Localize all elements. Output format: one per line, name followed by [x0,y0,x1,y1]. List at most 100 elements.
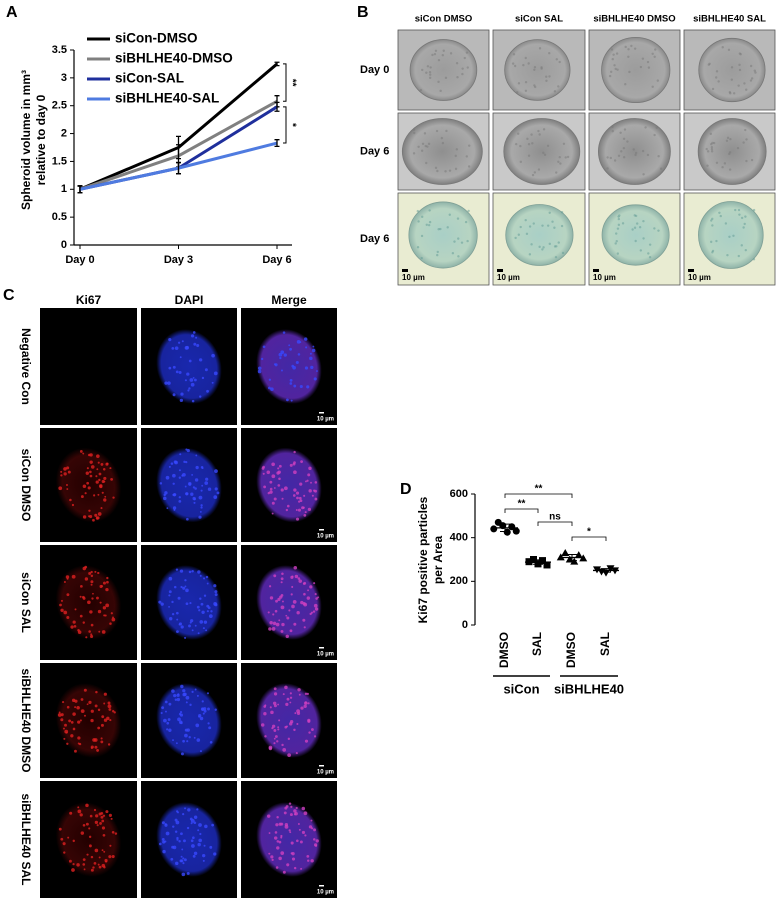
signal [208,726,212,730]
texture [434,166,438,170]
texture [460,241,464,244]
signal [261,467,265,470]
signal [176,618,179,621]
signal [194,688,197,691]
signal [63,472,67,476]
texture [441,141,445,145]
signal [196,344,200,348]
signal [282,693,285,696]
texture [651,85,654,89]
y-tick-label: 2.5 [52,100,67,112]
texture [740,216,744,220]
signal [82,515,87,519]
signal [79,595,82,598]
signal [95,814,99,818]
signal [77,809,82,814]
signal [111,617,116,622]
signal [270,855,274,859]
signal [161,837,165,841]
signal [199,750,202,753]
signal [80,584,83,588]
signal [303,626,306,629]
texture [729,137,732,141]
texture [710,147,714,151]
texture [745,88,748,91]
texture [750,77,754,80]
signal [299,840,303,844]
texture [646,153,650,157]
y-axis-label: Ki67 positive particles per Area [416,496,445,623]
signal [95,690,98,694]
significance-label: ** [286,79,297,87]
texture [726,253,729,257]
signal [189,602,192,605]
signal [310,365,314,370]
texture [744,128,747,132]
signal [286,697,290,701]
signal [181,872,186,877]
texture [455,148,459,151]
row-label: Day 6 [360,233,389,245]
signal [88,835,92,839]
signal [193,378,197,382]
signal [98,472,102,476]
signal [195,454,198,457]
signal [183,460,186,464]
texture [729,92,732,95]
signal [163,496,167,501]
texture [725,139,729,142]
signal [65,731,68,734]
row-label: siBHLHE40 DMSO [19,668,33,772]
texture [655,126,658,129]
signal [175,820,180,825]
texture [442,49,445,52]
texture [651,52,654,55]
signal [103,702,106,705]
signal [269,490,273,494]
signal [290,805,293,809]
signal [104,614,107,617]
signal [171,612,175,616]
panel-label: C [3,287,15,304]
signal [82,452,85,455]
signal [160,602,164,606]
spheroid [597,118,671,185]
signal [290,575,294,579]
signal [312,610,316,613]
texture [530,133,533,136]
signal [63,467,67,471]
texture [627,55,630,58]
significance-label: ns [549,512,561,523]
signal [180,752,184,756]
texture [522,63,525,67]
texture [457,255,460,258]
signal [204,824,208,829]
significance-label: ** [518,499,526,510]
signal [298,693,301,696]
signal [106,576,109,580]
signal [188,482,192,486]
signal [274,831,278,834]
signal [300,460,303,464]
signal [161,821,165,825]
signal [173,508,176,511]
scale-label: 10 µm [402,273,425,282]
texture [740,244,743,247]
scale-label: 10 µm [593,273,616,282]
signal [164,491,168,495]
texture [546,224,550,227]
signal [276,816,279,819]
signal [268,852,271,855]
signal [286,863,290,867]
signal [60,608,64,612]
signal [295,360,299,365]
signal [213,602,217,606]
signal [101,479,105,483]
texture [466,66,469,69]
signal [268,745,273,750]
signal [107,701,111,705]
signal [196,738,201,742]
texture [726,136,730,140]
signal [184,585,187,588]
signal [188,736,191,739]
